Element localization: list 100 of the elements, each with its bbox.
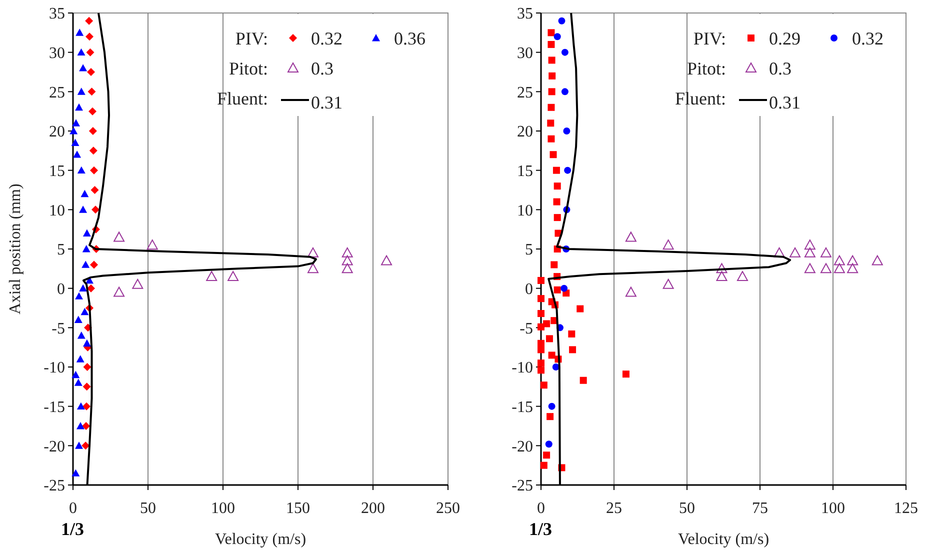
point (804, 247, 816, 258)
y-tick-label: 30 (517, 44, 533, 62)
point (538, 346, 544, 354)
point (847, 263, 858, 274)
point (79, 284, 88, 292)
y-tick-label: 10 (517, 202, 533, 220)
y-tick-label: 25 (517, 84, 533, 102)
legend-label: 0.31 (311, 92, 342, 112)
y-tick-label: -15 (44, 398, 65, 416)
x-tick-label: 250 (436, 500, 460, 517)
x-tick-label: 50 (140, 500, 156, 517)
point (872, 255, 883, 266)
point (82, 442, 90, 450)
point (71, 138, 80, 146)
x-tick-label: 0 (69, 500, 77, 517)
point (75, 442, 83, 449)
point (538, 276, 544, 284)
point (548, 72, 556, 80)
annotation: Pitot: (228, 58, 268, 78)
point (77, 166, 86, 174)
point (716, 263, 728, 274)
point (662, 278, 674, 289)
x-tick-label: 0 (537, 500, 545, 517)
x-tick-label: 150 (286, 500, 310, 517)
point (70, 127, 78, 134)
point (75, 292, 83, 300)
point (548, 135, 555, 142)
point (90, 260, 98, 269)
y-tick-label: 5 (525, 242, 533, 259)
point (554, 214, 561, 222)
point (580, 376, 587, 384)
point (540, 382, 548, 389)
y-tick-label: 15 (49, 162, 65, 180)
y-tick-label: -5 (520, 320, 533, 338)
point (82, 382, 91, 391)
y-tick-label: 30 (49, 44, 65, 62)
y-axis-title: Axial position (mm) (7, 184, 24, 314)
annotation: Pitot: (686, 58, 726, 78)
point (538, 366, 544, 374)
point (625, 286, 636, 297)
point (554, 286, 561, 294)
point (88, 88, 96, 96)
legend-label: 0.32 (852, 28, 884, 48)
point (77, 88, 86, 95)
point (552, 166, 560, 174)
point (548, 352, 556, 359)
point (82, 245, 90, 252)
x-tick-label: 125 (894, 500, 918, 517)
y-tick-label: 5 (57, 242, 65, 259)
x-tick-label: 100 (211, 500, 235, 517)
y-tick-label: -5 (52, 320, 65, 338)
point (75, 103, 83, 111)
point (543, 320, 550, 328)
x-tick-label: 75 (752, 500, 768, 517)
point (548, 88, 556, 96)
point (79, 206, 88, 213)
point (342, 255, 353, 266)
legend-label: 0.3 (769, 58, 792, 78)
point (82, 422, 90, 430)
y-tick-label: 15 (517, 162, 533, 180)
x-axis-title: Velocity (m/s) (214, 531, 306, 548)
point (132, 278, 144, 289)
y-tick-label: -15 (512, 398, 533, 416)
point (834, 255, 845, 266)
y-tick-label: 20 (49, 124, 65, 141)
point (662, 240, 674, 250)
point (538, 360, 544, 367)
x-axis-title: Velocity (m/s) (678, 531, 770, 548)
point (82, 260, 90, 268)
text: 1/3 (61, 519, 84, 539)
y-tick-label: 35 (517, 6, 533, 23)
y-tick-label: 35 (49, 6, 65, 23)
y-tick-label: 0 (525, 280, 533, 298)
point (550, 151, 557, 158)
point (548, 402, 556, 410)
point (80, 190, 89, 198)
legend-label: 0.36 (394, 28, 426, 48)
point (89, 146, 98, 155)
point (543, 452, 550, 459)
point (90, 166, 98, 174)
point (90, 186, 99, 194)
point (569, 346, 576, 354)
x-tick-label: 25 (606, 500, 622, 517)
point (820, 247, 832, 258)
point (87, 68, 95, 76)
point (87, 284, 95, 292)
point (86, 48, 94, 56)
y-tick-label: 25 (49, 84, 65, 102)
point (308, 247, 318, 258)
point (548, 29, 555, 36)
point (568, 330, 576, 338)
point (804, 240, 816, 250)
point (72, 370, 80, 378)
y-tick-label: -20 (44, 438, 65, 456)
point (72, 119, 80, 126)
point (561, 48, 568, 56)
point (554, 33, 561, 40)
y-tick-label: -20 (512, 438, 533, 456)
point (308, 263, 318, 274)
point (114, 232, 125, 242)
